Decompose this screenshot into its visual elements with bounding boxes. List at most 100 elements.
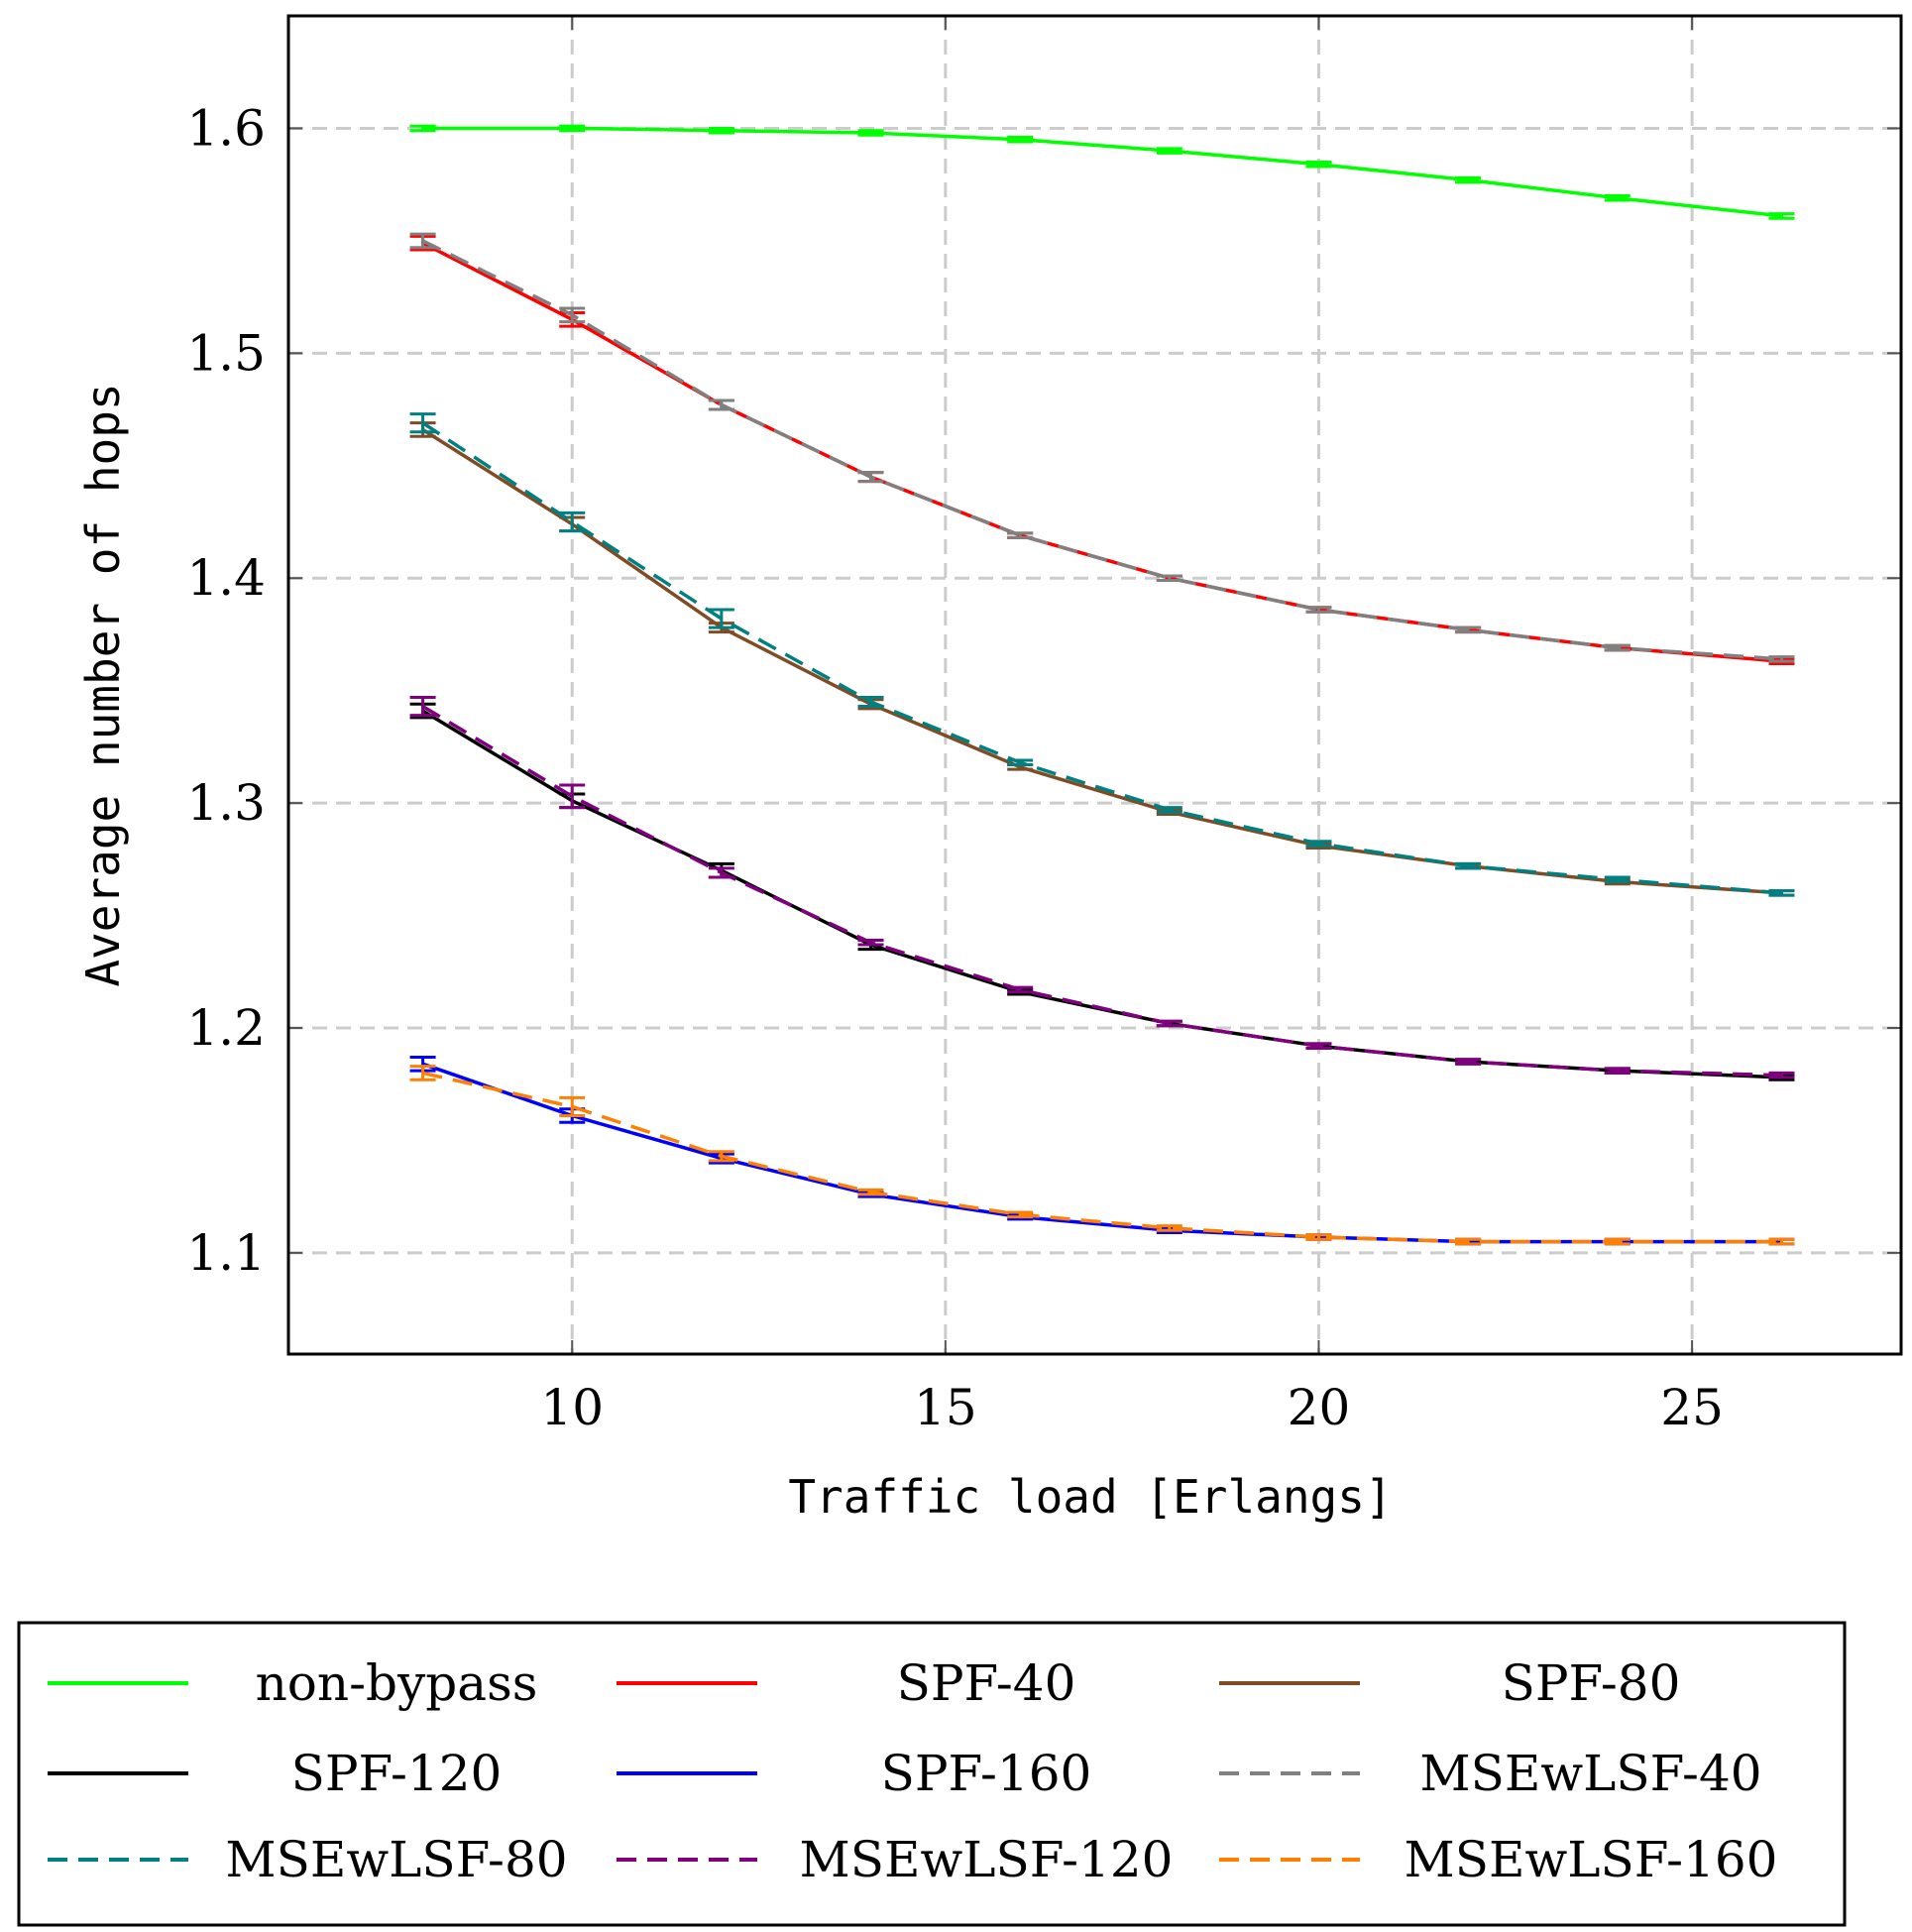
x-tick-label: 20 <box>1288 1379 1351 1436</box>
error-bar <box>1007 1210 1034 1219</box>
error-bar <box>559 1095 586 1117</box>
error-bar <box>1156 1224 1182 1232</box>
error-bar <box>708 866 734 879</box>
error-bar <box>1305 840 1332 848</box>
error-bar <box>559 511 586 533</box>
x-tick-labels: 10 15 20 25 <box>540 1379 1723 1436</box>
x-tick-label: 10 <box>540 1379 604 1436</box>
legend-item-spf-40: SPF-40 <box>617 1654 1075 1712</box>
legend-item-msewlsf-40: MSEwLSF-40 <box>1219 1745 1762 1802</box>
y-tick-label: 1.5 <box>186 324 266 382</box>
error-bar <box>1007 985 1034 994</box>
y-tick-label: 1.3 <box>186 774 266 832</box>
error-bar <box>1007 531 1034 539</box>
error-bar <box>708 1150 734 1163</box>
legend-item-msewlsf-120: MSEwLSF-120 <box>617 1831 1173 1888</box>
series-msewlsf-160 <box>409 1065 1795 1246</box>
y-tick-label: 1.1 <box>186 1224 266 1282</box>
series-line-msewlsf-160 <box>422 1071 1782 1244</box>
error-bar <box>409 412 436 434</box>
y-tick-label: 1.2 <box>186 999 266 1057</box>
y-tick-labels: 1.1 1.2 1.3 1.4 1.5 1.6 <box>186 99 266 1281</box>
error-bar <box>1768 889 1795 897</box>
error-bar <box>857 695 884 709</box>
legend-frame <box>17 1621 1847 1927</box>
legend-label: MSEwLSF-120 <box>800 1831 1174 1888</box>
error-bar <box>1604 875 1631 884</box>
error-bar <box>1604 1067 1631 1075</box>
series-spf-40 <box>409 234 1795 665</box>
series-spf-160 <box>409 1056 1795 1246</box>
series-msewlsf-40 <box>409 232 1795 663</box>
error-bar <box>1455 1058 1482 1066</box>
error-bar <box>559 783 586 810</box>
series-line-msewlsf-120 <box>421 705 1782 1078</box>
error-bar <box>1156 806 1182 814</box>
legend-item-spf-160: SPF-160 <box>617 1745 1091 1802</box>
series-line-spf-80 <box>421 428 1782 895</box>
error-bar <box>708 126 734 135</box>
error-bar <box>708 608 734 629</box>
legend-label: SPF-40 <box>897 1654 1076 1712</box>
error-bar <box>409 695 436 718</box>
legend-label: MSEwLSF-160 <box>1405 1831 1778 1888</box>
legend-label: SPF-80 <box>1502 1654 1681 1712</box>
legend-item-spf-80: SPF-80 <box>1219 1654 1680 1712</box>
legend-item-spf-120: SPF-120 <box>48 1745 502 1802</box>
error-bar <box>1604 643 1631 652</box>
plot-frame <box>286 14 1903 1356</box>
error-bar <box>1305 160 1332 169</box>
error-bar <box>1007 758 1034 767</box>
error-bar <box>1455 175 1482 184</box>
error-bar <box>1156 574 1182 582</box>
y-tick-label: 1.6 <box>186 99 266 157</box>
grid <box>288 16 1901 1354</box>
error-bar <box>409 124 436 133</box>
legend-item-msewlsf-160: MSEwLSF-160 <box>1219 1831 1777 1888</box>
error-bar <box>1604 1237 1631 1246</box>
x-tick-label: 15 <box>914 1379 977 1436</box>
legend-label: SPF-120 <box>291 1745 503 1802</box>
series-lines <box>409 124 1795 1246</box>
series-line-spf-160 <box>422 1062 1782 1244</box>
error-bar <box>1305 606 1332 614</box>
legend-item-msewlsf-80: MSEwLSF-80 <box>48 1831 568 1888</box>
error-bar <box>1604 194 1631 202</box>
series-spf-120 <box>409 702 1795 1081</box>
x-tick-label: 25 <box>1660 1379 1724 1436</box>
error-bar <box>1455 1237 1482 1246</box>
error-bar <box>1305 1233 1332 1241</box>
legend-item-non-bypass: non-bypass <box>48 1654 537 1712</box>
series-line-msewlsf-40 <box>421 239 1782 661</box>
error-bar <box>1156 1019 1182 1028</box>
error-bar <box>1768 1071 1795 1080</box>
error-bar <box>857 129 884 137</box>
error-bar <box>409 1065 436 1081</box>
error-bar <box>1768 1237 1795 1246</box>
error-bar <box>1768 212 1795 220</box>
series-msewlsf-120 <box>409 695 1795 1080</box>
error-bar <box>708 398 734 411</box>
error-bar <box>1007 136 1034 144</box>
series-line-non-bypass <box>422 126 1782 218</box>
error-bar <box>1455 625 1482 634</box>
legend: non-bypass SPF-40 SPF-80 SPF-120 SPF-160 MSEw… <box>17 1621 1847 1927</box>
error-bar <box>1455 861 1482 870</box>
error-bar <box>1156 147 1182 155</box>
series-non-bypass <box>409 124 1795 220</box>
error-bar <box>1768 655 1795 663</box>
error-bar <box>1305 1042 1332 1050</box>
y-axis-title: Average number of hops <box>76 383 130 986</box>
error-bar <box>857 939 884 947</box>
x-axis-title: Traffic load [Erlangs] <box>788 1470 1392 1524</box>
series-line-spf-40 <box>421 241 1782 663</box>
error-bar <box>857 1188 884 1196</box>
legend-label: MSEwLSF-40 <box>1419 1745 1761 1802</box>
series-spf-80 <box>409 421 1795 897</box>
axis-ticks <box>288 16 1901 1354</box>
legend-label: SPF-160 <box>881 1745 1092 1802</box>
error-bar <box>559 124 586 133</box>
error-bar <box>409 232 436 250</box>
error-bar <box>559 306 586 324</box>
legend-label: MSEwLSF-80 <box>225 1831 567 1888</box>
